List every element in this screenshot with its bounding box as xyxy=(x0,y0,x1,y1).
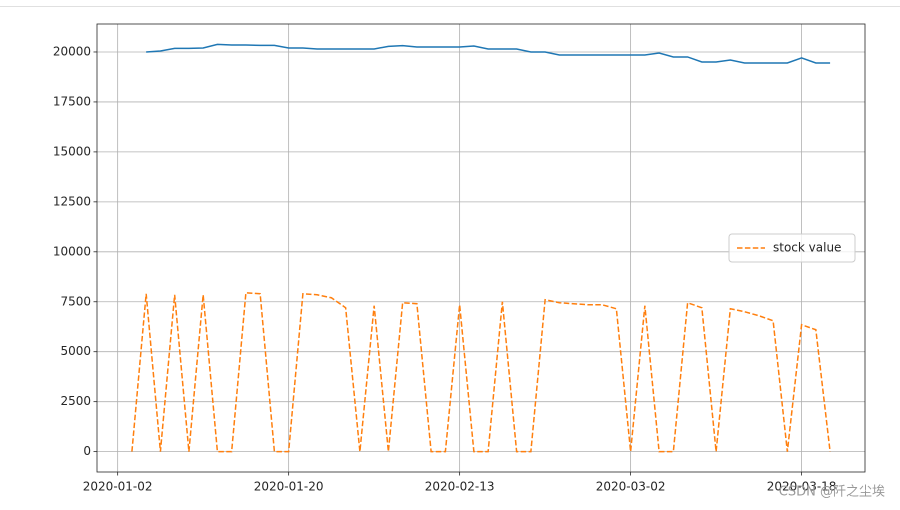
plot-frame xyxy=(96,23,866,473)
y-tick-label: 12500 xyxy=(53,194,91,208)
legend-box xyxy=(728,233,856,263)
y-tick-label: 17500 xyxy=(53,94,91,108)
x-tick-label: 2020-02-13 xyxy=(425,480,495,494)
y-tick-label: 5000 xyxy=(60,344,91,358)
x-tick-label: 2020-01-20 xyxy=(254,480,324,494)
x-tick-label: 2020-01-02 xyxy=(83,480,153,494)
y-tick-label: 10000 xyxy=(53,244,91,258)
y-tick-label: 15000 xyxy=(53,144,91,158)
x-tick-label: 2020-03-18 xyxy=(767,480,837,494)
y-tick-label: 2500 xyxy=(60,394,91,408)
grid xyxy=(97,24,865,472)
y-tick-label: 7500 xyxy=(60,294,91,308)
x-tick-label: 2020-03-02 xyxy=(596,480,666,494)
legend: stock value xyxy=(728,233,856,263)
series-line xyxy=(146,43,831,64)
series-line xyxy=(131,291,831,453)
legend-label: stock value xyxy=(773,241,841,255)
plot-lines xyxy=(131,43,831,453)
watermark: CSDN @阡之尘埃 xyxy=(779,485,885,500)
ticks: 0 2500 5000 7500 10000 12500 15000 17500 20000 20… xyxy=(53,44,837,493)
y-tick-label: 0 xyxy=(83,444,91,458)
y-tick-label: 20000 xyxy=(53,44,91,58)
